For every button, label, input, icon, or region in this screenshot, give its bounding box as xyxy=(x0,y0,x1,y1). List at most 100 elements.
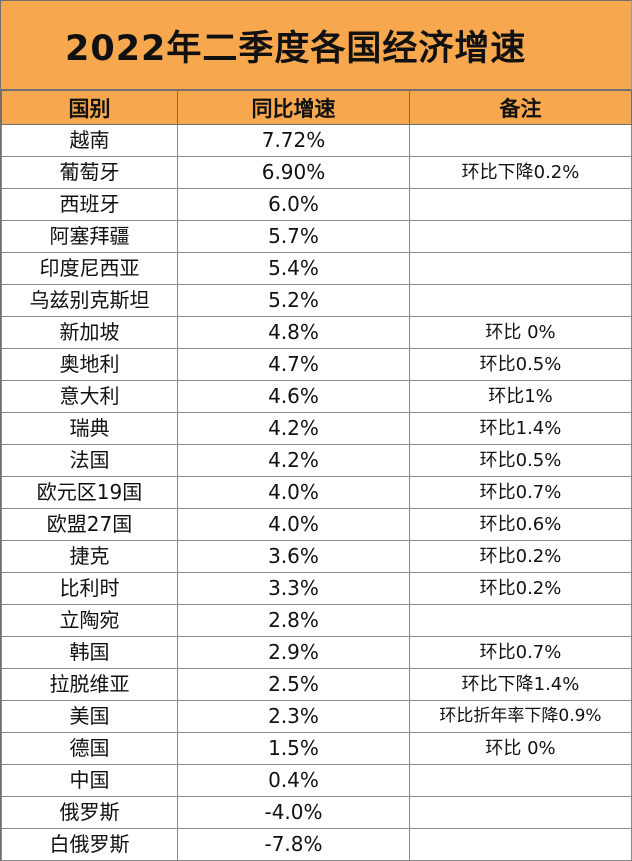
country-cell: 比利时 xyxy=(1,572,178,605)
note-cell xyxy=(409,828,632,861)
growth-cell: -4.0% xyxy=(177,796,410,829)
growth-cell: 1.5% xyxy=(177,732,410,765)
growth-cell: 2.3% xyxy=(177,700,410,733)
country-cell: 白俄罗斯 xyxy=(1,828,178,861)
growth-cell: 4.0% xyxy=(177,476,410,509)
growth-cell: 5.2% xyxy=(177,284,410,317)
table-row: 越南 7.72% xyxy=(1,124,632,157)
growth-cell: 7.72% xyxy=(177,124,410,157)
title-bar: 2022年二季度各国经济增速 xyxy=(1,1,631,90)
table-row: 印度尼西亚 5.4% xyxy=(1,252,632,285)
table-row: 法国 4.2% 环比0.5% xyxy=(1,444,632,477)
table-row: 捷克 3.6% 环比0.2% xyxy=(1,540,632,573)
country-cell: 立陶宛 xyxy=(1,604,178,637)
note-cell: 环比0.2% xyxy=(409,572,632,605)
growth-cell: 2.9% xyxy=(177,636,410,669)
country-cell: 拉脱维亚 xyxy=(1,668,178,701)
table-row: 乌兹别克斯坦 5.2% xyxy=(1,284,632,317)
growth-cell: 0.4% xyxy=(177,764,410,797)
note-cell: 环比 0% xyxy=(409,316,632,349)
note-cell: 环比折年率下降0.9% xyxy=(409,700,632,733)
header-row: 国别 同比增速 备注 xyxy=(1,90,632,125)
country-cell: 葡萄牙 xyxy=(1,156,178,189)
growth-cell: 6.0% xyxy=(177,188,410,221)
country-cell: 意大利 xyxy=(1,380,178,413)
table-row: 韩国 2.9% 环比0.7% xyxy=(1,636,632,669)
growth-cell: 2.5% xyxy=(177,668,410,701)
table-row: 新加坡 4.8% 环比 0% xyxy=(1,316,632,349)
header-country: 国别 xyxy=(1,90,178,125)
growth-table: 国别 同比增速 备注 越南 7.72% 葡萄牙 6.90% 环比下降0.2% 西班牙 6.0… xyxy=(1,90,632,861)
note-cell xyxy=(409,604,632,637)
note-cell: 环比 0% xyxy=(409,732,632,765)
note-cell xyxy=(409,252,632,285)
country-cell: 韩国 xyxy=(1,636,178,669)
note-cell: 环比0.5% xyxy=(409,348,632,381)
note-cell: 环比0.7% xyxy=(409,476,632,509)
table-row: 德国 1.5% 环比 0% xyxy=(1,732,632,765)
note-cell xyxy=(409,284,632,317)
growth-cell: 4.0% xyxy=(177,508,410,541)
note-cell: 环比下降1.4% xyxy=(409,668,632,701)
note-cell: 环比0.2% xyxy=(409,540,632,573)
growth-cell: 4.2% xyxy=(177,444,410,477)
growth-cell: 5.4% xyxy=(177,252,410,285)
table-row: 立陶宛 2.8% xyxy=(1,604,632,637)
growth-cell: 4.6% xyxy=(177,380,410,413)
note-cell xyxy=(409,796,632,829)
country-cell: 捷克 xyxy=(1,540,178,573)
table-row: 拉脱维亚 2.5% 环比下降1.4% xyxy=(1,668,632,701)
header-growth: 同比增速 xyxy=(177,90,410,125)
growth-cell: -7.8% xyxy=(177,828,410,861)
growth-cell: 4.8% xyxy=(177,316,410,349)
note-cell: 环比1% xyxy=(409,380,632,413)
growth-cell: 3.3% xyxy=(177,572,410,605)
country-cell: 新加坡 xyxy=(1,316,178,349)
note-cell: 环比0.7% xyxy=(409,636,632,669)
table-row: 意大利 4.6% 环比1% xyxy=(1,380,632,413)
note-cell xyxy=(409,188,632,221)
table-row: 欧盟27国 4.0% 环比0.6% xyxy=(1,508,632,541)
country-cell: 奥地利 xyxy=(1,348,178,381)
country-cell: 中国 xyxy=(1,764,178,797)
table-row: 阿塞拜疆 5.7% xyxy=(1,220,632,253)
note-cell: 环比0.5% xyxy=(409,444,632,477)
country-cell: 欧元区19国 xyxy=(1,476,178,509)
growth-cell: 5.7% xyxy=(177,220,410,253)
country-cell: 美国 xyxy=(1,700,178,733)
country-cell: 阿塞拜疆 xyxy=(1,220,178,253)
country-cell: 瑞典 xyxy=(1,412,178,445)
note-cell: 环比0.6% xyxy=(409,508,632,541)
table-row: 中国 0.4% xyxy=(1,764,632,797)
country-cell: 西班牙 xyxy=(1,188,178,221)
table-row: 美国 2.3% 环比折年率下降0.9% xyxy=(1,700,632,733)
note-cell: 环比下降0.2% xyxy=(409,156,632,189)
page-title: 2022年二季度各国经济增速 xyxy=(65,28,527,69)
country-cell: 欧盟27国 xyxy=(1,508,178,541)
note-cell xyxy=(409,220,632,253)
country-cell: 俄罗斯 xyxy=(1,796,178,829)
country-cell: 乌兹别克斯坦 xyxy=(1,284,178,317)
country-cell: 德国 xyxy=(1,732,178,765)
header-note: 备注 xyxy=(409,90,632,125)
country-cell: 法国 xyxy=(1,444,178,477)
note-cell xyxy=(409,764,632,797)
table-row: 葡萄牙 6.90% 环比下降0.2% xyxy=(1,156,632,189)
growth-cell: 2.8% xyxy=(177,604,410,637)
country-cell: 印度尼西亚 xyxy=(1,252,178,285)
country-cell: 越南 xyxy=(1,124,178,157)
table-row: 白俄罗斯 -7.8% xyxy=(1,828,632,861)
table-row: 西班牙 6.0% xyxy=(1,188,632,221)
growth-cell: 6.90% xyxy=(177,156,410,189)
growth-cell: 3.6% xyxy=(177,540,410,573)
growth-cell: 4.2% xyxy=(177,412,410,445)
table-row: 俄罗斯 -4.0% xyxy=(1,796,632,829)
note-cell xyxy=(409,124,632,157)
table-row: 瑞典 4.2% 环比1.4% xyxy=(1,412,632,445)
note-cell: 环比1.4% xyxy=(409,412,632,445)
table-body: 越南 7.72% 葡萄牙 6.90% 环比下降0.2% 西班牙 6.0% 阿塞拜疆 5.7% 印度… xyxy=(1,124,632,861)
table-row: 比利时 3.3% 环比0.2% xyxy=(1,572,632,605)
table-row: 奥地利 4.7% 环比0.5% xyxy=(1,348,632,381)
table-row: 欧元区19国 4.0% 环比0.7% xyxy=(1,476,632,509)
